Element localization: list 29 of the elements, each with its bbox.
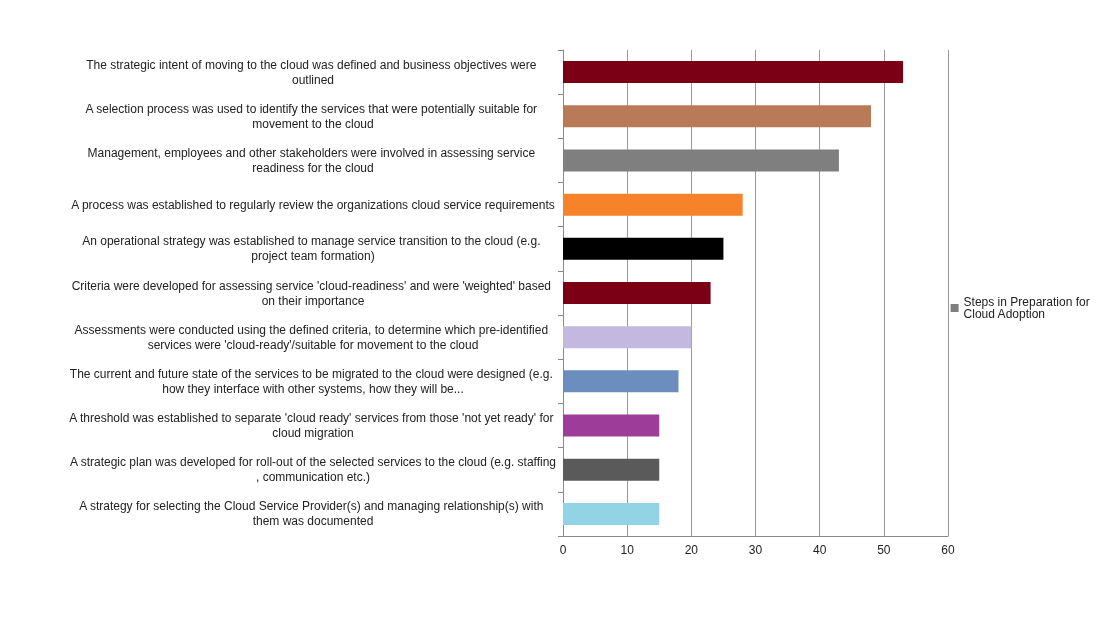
x-tick-label: 20 (684, 543, 699, 557)
bar (563, 414, 660, 437)
bar (563, 237, 724, 260)
bar (563, 105, 871, 128)
y-tick-label: Criteria were developed for assessing service 'cloud-readiness' and were 'weighted' based on their importance (71, 278, 555, 308)
x-tick-label: 40 (812, 543, 827, 557)
x-tick-label: 30 (748, 543, 763, 557)
bar (563, 458, 660, 481)
y-tick-label: A strategic plan was developed for roll-out of the selected services to the cloud (e.g. staffing, communication etc.) (69, 455, 557, 485)
y-tick-label: An operational strategy was established to manage service transition to the cloud (e.g. project team formation) (82, 234, 544, 264)
bar (563, 61, 904, 84)
x-tick-label: 0 (559, 543, 567, 557)
y-tick-label: The current and future state of the services to be migrated to the cloud were designed (e.g. how they interface with other systems, how they will be... (69, 366, 557, 396)
legend-label: Steps in Preparation for Cloud Adoption (963, 295, 1093, 321)
y-tick-label: A process was established to regularly review the organizations cloud service requirements (71, 197, 555, 212)
x-tick-label: 10 (620, 543, 635, 557)
bar (563, 193, 743, 216)
x-tick-label: 50 (877, 543, 891, 557)
bar (563, 326, 692, 349)
y-tick-label: Management, employees and other stakeholders were involved in assessing service readiness for the cloud (87, 145, 539, 175)
bar (563, 370, 679, 393)
y-tick-label: Assessments were conducted using the defined criteria, to determine which pre-identified services were 'cloud-ready'/suitable for movement to the cloud (74, 322, 552, 352)
bar (563, 502, 660, 525)
y-tick-label: A strategy for selecting the Cloud Service Provider(s) and managing relationship(s) with them was documented (79, 499, 547, 529)
y-tick-label: The strategic intent of moving to the cloud was defined and business objectives were outlined (86, 57, 540, 87)
y-tick-label: A selection process was used to identify the services that were potentially suitable for movement to the cloud (85, 101, 541, 131)
y-tick-label: A threshold was established to separate 'cloud ready' services from those 'not yet ready' for cloud migration (69, 411, 557, 441)
x-tick-label: 60 (941, 543, 955, 557)
bar (563, 282, 711, 304)
